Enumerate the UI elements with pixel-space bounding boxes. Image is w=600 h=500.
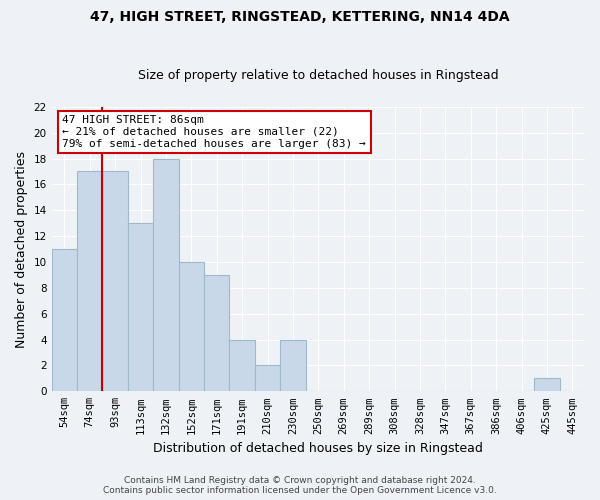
Bar: [77, 172, 103, 392]
Y-axis label: Number of detached properties: Number of detached properties: [15, 150, 28, 348]
Bar: [52, 249, 77, 392]
Bar: [280, 340, 305, 392]
Bar: [179, 262, 204, 392]
Bar: [204, 275, 229, 392]
X-axis label: Distribution of detached houses by size in Ringstead: Distribution of detached houses by size …: [154, 442, 483, 455]
Bar: [229, 340, 255, 392]
Text: Contains HM Land Registry data © Crown copyright and database right 2024.
Contai: Contains HM Land Registry data © Crown c…: [103, 476, 497, 495]
Title: Size of property relative to detached houses in Ringstead: Size of property relative to detached ho…: [138, 69, 499, 82]
Bar: [534, 378, 560, 392]
Bar: [128, 223, 153, 392]
Bar: [255, 366, 280, 392]
Bar: [103, 172, 128, 392]
Bar: [153, 158, 179, 392]
Text: 47 HIGH STREET: 86sqm
← 21% of detached houses are smaller (22)
79% of semi-deta: 47 HIGH STREET: 86sqm ← 21% of detached …: [62, 116, 366, 148]
Text: 47, HIGH STREET, RINGSTEAD, KETTERING, NN14 4DA: 47, HIGH STREET, RINGSTEAD, KETTERING, N…: [90, 10, 510, 24]
